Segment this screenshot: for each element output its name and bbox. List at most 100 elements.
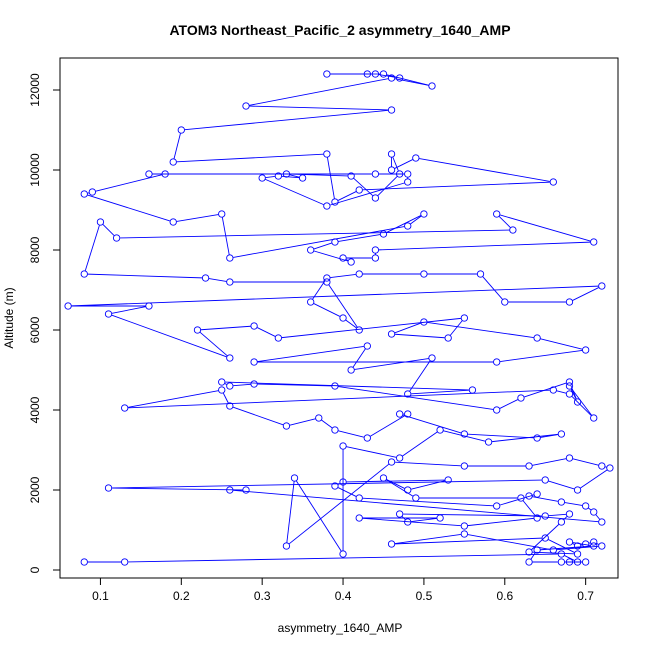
series-segment	[548, 480, 575, 490]
data-point	[533, 546, 541, 554]
data-point	[331, 382, 339, 390]
series-segment	[572, 458, 599, 466]
series-segment	[265, 178, 324, 206]
series-segment	[87, 194, 171, 222]
data-point	[371, 194, 380, 202]
data-point	[355, 494, 363, 502]
data-point	[460, 462, 468, 470]
series-segment	[289, 418, 316, 426]
series-segment	[403, 513, 542, 517]
data-point	[517, 394, 525, 402]
data-point	[598, 462, 606, 470]
data-point	[396, 410, 404, 418]
data-point	[88, 188, 96, 196]
data-point	[347, 172, 355, 180]
data-point	[565, 378, 574, 386]
data-point	[598, 518, 606, 526]
series-segment	[556, 390, 567, 394]
data-point	[387, 106, 396, 114]
series-segment	[588, 507, 592, 511]
data-point	[347, 366, 355, 374]
data-point	[104, 310, 113, 318]
series-segment	[346, 479, 445, 483]
data-point	[493, 358, 501, 366]
data-point	[161, 170, 169, 178]
series-segment	[394, 534, 461, 544]
data-point	[331, 482, 339, 490]
series-segment	[222, 392, 229, 404]
series-segment	[498, 216, 511, 228]
series-segment	[395, 537, 542, 545]
data-point	[460, 530, 468, 538]
series-segment	[402, 414, 462, 434]
data-point	[80, 190, 88, 198]
series-segment	[500, 350, 583, 362]
data-point	[145, 170, 153, 178]
y-tick-label: 4000	[28, 396, 42, 423]
data-point	[96, 218, 105, 226]
series-segment	[338, 430, 365, 438]
series-segment	[328, 284, 358, 328]
data-point	[274, 172, 282, 180]
series-segment	[419, 158, 550, 182]
data-point	[606, 464, 614, 472]
data-point	[533, 490, 541, 498]
data-point	[460, 430, 468, 438]
data-point	[387, 458, 396, 466]
data-point	[104, 484, 113, 492]
series-segment	[257, 383, 332, 387]
series-segment	[289, 173, 348, 177]
data-point	[460, 314, 468, 322]
data-point	[404, 170, 412, 178]
series-segment	[281, 317, 461, 339]
data-point	[420, 210, 428, 218]
x-tick-label: 0.6	[496, 589, 513, 603]
data-point	[565, 510, 574, 518]
series-segment	[571, 388, 592, 416]
data-point	[436, 426, 444, 434]
data-point	[387, 330, 396, 338]
data-point	[444, 334, 452, 342]
series-segment	[540, 434, 559, 438]
series-segment	[362, 517, 461, 527]
data-point	[573, 486, 582, 494]
series-segment	[595, 514, 600, 520]
series-segment	[327, 157, 335, 199]
y-tick-label: 10000	[28, 153, 42, 187]
data-point	[177, 126, 185, 134]
data-point	[590, 238, 598, 246]
series-segment	[249, 105, 389, 111]
data-point	[428, 82, 436, 90]
series-segment	[524, 382, 567, 398]
series-segment	[564, 555, 575, 561]
data-point	[590, 508, 598, 516]
data-point	[533, 514, 541, 522]
data-point	[363, 70, 371, 78]
series-segment	[548, 539, 575, 553]
series-segment	[377, 176, 398, 196]
data-point	[355, 326, 363, 334]
data-point	[80, 270, 88, 278]
data-point	[242, 486, 250, 494]
data-point	[557, 430, 566, 438]
data-point	[250, 358, 258, 366]
data-point	[476, 270, 485, 278]
series-segment	[128, 553, 558, 563]
data-point	[541, 534, 549, 542]
y-tick-label: 12000	[28, 73, 42, 107]
data-point	[590, 414, 598, 422]
data-point	[331, 426, 339, 434]
data-point	[355, 514, 363, 522]
data-point	[565, 390, 574, 398]
series-segment	[286, 481, 295, 543]
series-segment	[353, 178, 374, 196]
data-point	[226, 254, 234, 262]
data-point	[226, 278, 234, 286]
data-point	[121, 558, 129, 566]
data-point	[226, 354, 234, 362]
data-point	[404, 222, 412, 230]
y-axis-label: Altitude (m)	[2, 287, 16, 348]
series-segment	[249, 78, 389, 106]
data-point	[404, 390, 412, 398]
